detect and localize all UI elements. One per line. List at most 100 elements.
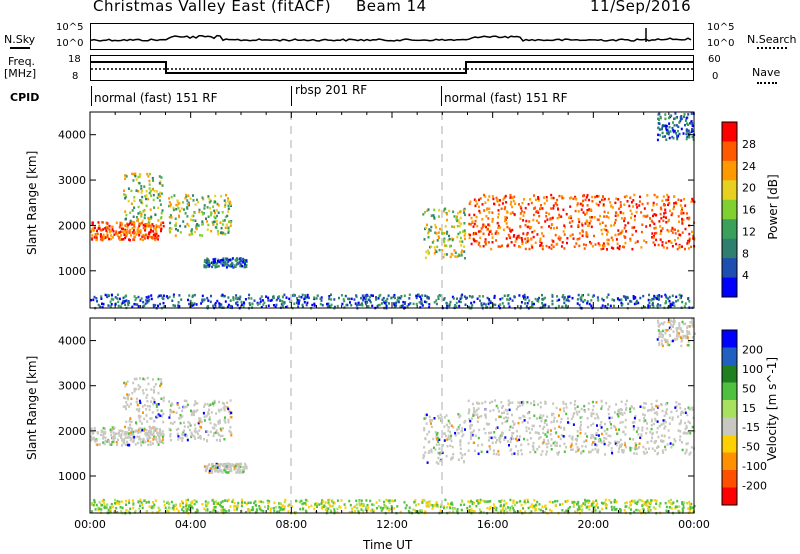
power-echo bbox=[215, 209, 218, 212]
power-echo bbox=[543, 304, 546, 308]
velocity-echo bbox=[585, 439, 588, 442]
power-echo bbox=[525, 219, 528, 223]
velocity-echo bbox=[433, 417, 436, 420]
velocity-echo bbox=[488, 436, 491, 439]
power-echo bbox=[440, 231, 443, 235]
velocity-echo bbox=[456, 508, 459, 511]
velocity-echo bbox=[686, 329, 689, 333]
velocity-echo bbox=[179, 436, 182, 440]
velocity-echo bbox=[469, 437, 472, 440]
noise-tick-hi: 10^5 bbox=[56, 22, 84, 33]
velocity-echo bbox=[563, 510, 566, 514]
velocity-echo bbox=[511, 434, 514, 438]
velocity-echo bbox=[138, 417, 141, 420]
power-echo bbox=[657, 126, 660, 130]
power-echo bbox=[127, 300, 130, 303]
velocity-echo bbox=[522, 414, 525, 418]
velocity-echo bbox=[449, 437, 452, 440]
velocity-echo bbox=[691, 406, 694, 409]
velocity-echo bbox=[681, 441, 683, 444]
power-echo bbox=[519, 212, 522, 215]
velocity-echo bbox=[186, 438, 189, 442]
power-echo bbox=[641, 223, 644, 226]
velocity-echo bbox=[139, 415, 142, 418]
power-echo bbox=[524, 224, 527, 227]
velocity-echo bbox=[638, 509, 641, 512]
velocity-echo bbox=[499, 435, 501, 438]
velocity-echo bbox=[573, 403, 576, 406]
power-echo bbox=[589, 216, 591, 219]
velocity-echo bbox=[185, 499, 188, 502]
velocity-echo bbox=[460, 508, 463, 512]
power-echo bbox=[109, 300, 112, 303]
velocity-echo bbox=[459, 423, 461, 427]
power-echo bbox=[201, 298, 204, 301]
power-echo bbox=[229, 265, 232, 268]
power-echo bbox=[206, 305, 209, 309]
power-echo bbox=[681, 300, 684, 304]
power-echo bbox=[232, 298, 235, 302]
velocity-echo bbox=[493, 431, 496, 434]
power-echo bbox=[629, 209, 632, 212]
power-echo bbox=[526, 231, 529, 235]
velocity-echo bbox=[671, 416, 674, 419]
velocity-echo bbox=[162, 396, 165, 399]
velocity-echo bbox=[225, 471, 228, 474]
power-echo bbox=[490, 232, 493, 236]
power-echo bbox=[209, 300, 212, 304]
power-echo bbox=[501, 244, 503, 247]
velocity-echo bbox=[427, 451, 430, 455]
velocity-echo bbox=[630, 405, 633, 408]
power-echo bbox=[142, 305, 145, 308]
power-echo bbox=[328, 305, 331, 308]
power-echo bbox=[533, 229, 536, 233]
velocity-echo bbox=[159, 414, 162, 417]
velocity-echo bbox=[619, 444, 622, 447]
velocity-echo bbox=[598, 438, 600, 442]
velocity-echo bbox=[481, 443, 484, 446]
power-echo bbox=[460, 294, 463, 298]
velocity-echo bbox=[664, 331, 667, 335]
velocity-echo bbox=[664, 420, 667, 424]
power-echo bbox=[503, 305, 505, 308]
power-echo bbox=[384, 299, 387, 303]
power-echo bbox=[668, 136, 671, 140]
power-echo bbox=[664, 117, 667, 121]
power-echo bbox=[493, 202, 495, 206]
power-echo bbox=[190, 304, 193, 307]
velocity-echo bbox=[230, 411, 233, 415]
velocity-echo bbox=[468, 505, 471, 508]
velocity-echo bbox=[503, 411, 506, 414]
power-echo bbox=[675, 124, 678, 127]
velocity-echo bbox=[129, 439, 132, 442]
velocity-echo bbox=[143, 499, 146, 502]
power-echo bbox=[243, 259, 246, 263]
power-echo bbox=[142, 238, 144, 242]
power-echo bbox=[144, 299, 147, 302]
power-echo bbox=[488, 230, 491, 233]
power-echo bbox=[118, 236, 121, 239]
velocity-echo bbox=[634, 445, 637, 448]
velocity-echo bbox=[646, 451, 648, 454]
power-echo bbox=[585, 196, 588, 199]
power-echo bbox=[95, 238, 98, 242]
velocity-echo bbox=[559, 426, 562, 429]
power-echo bbox=[532, 218, 535, 222]
velocity-echo bbox=[600, 432, 603, 436]
velocity-echo bbox=[531, 506, 534, 509]
power-echo bbox=[688, 300, 691, 303]
velocity-echo bbox=[523, 499, 526, 502]
velocity-echo bbox=[670, 410, 673, 414]
velocity-echo bbox=[139, 377, 142, 380]
velocity-echo bbox=[302, 507, 305, 511]
power-echo bbox=[140, 215, 143, 218]
velocity-echo bbox=[137, 430, 140, 434]
velocity-echo bbox=[651, 418, 654, 422]
velocity-echo bbox=[128, 499, 131, 502]
velocity-echo bbox=[446, 438, 449, 441]
velocity-echo bbox=[571, 438, 574, 441]
power-echo bbox=[350, 297, 353, 301]
power-echo bbox=[230, 204, 232, 207]
velocity-echo bbox=[517, 421, 520, 425]
power-echo bbox=[460, 222, 463, 226]
